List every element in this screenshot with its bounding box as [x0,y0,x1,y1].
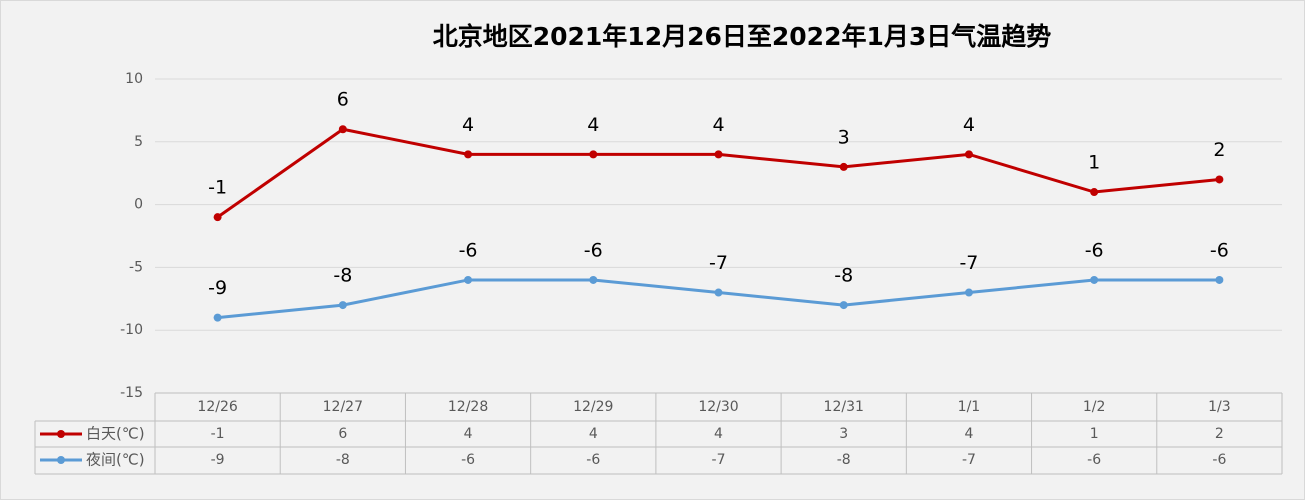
data-label: 4 [963,114,975,136]
table-value: -6 [586,452,600,468]
point [589,275,598,284]
point [1215,175,1224,184]
y-tick-label: -5 [129,259,143,275]
data-label: -9 [208,277,227,299]
y-tick-label: 0 [134,197,143,213]
table-value: -8 [837,452,851,468]
x-tick-label: 1/1 [958,399,981,415]
data-label: -7 [959,252,978,274]
point [964,288,973,297]
data-label: -1 [208,177,227,199]
point [464,275,473,284]
legend-marker [57,456,65,464]
legend-marker [57,430,65,438]
data-label: 2 [1213,139,1225,161]
point [338,301,347,310]
table-value: 4 [964,426,973,442]
legend-label: 白天(℃) [86,425,145,443]
data-label: 3 [838,126,850,148]
point [589,150,598,159]
y-tick-label: -10 [120,322,143,338]
x-tick-label: 1/3 [1208,399,1231,415]
data-label: 4 [712,114,724,136]
y-tick-label: -15 [120,385,143,401]
x-tick-label: 12/30 [698,399,738,415]
point [338,125,347,134]
point [839,301,848,310]
point [964,150,973,159]
table-value: -6 [1212,452,1226,468]
y-tick-label: 5 [134,134,143,150]
data-label: -6 [1085,239,1104,261]
x-tick-label: 12/31 [824,399,864,415]
point [1215,275,1224,284]
point [1090,188,1099,197]
point [213,313,222,322]
x-tick-label: 1/2 [1083,399,1106,415]
data-label: -6 [1210,239,1229,261]
table-value: -8 [336,452,350,468]
point [714,150,723,159]
point [714,288,723,297]
table-value: 3 [839,426,848,442]
x-tick-label: 12/26 [197,399,237,415]
point [1090,275,1099,284]
data-label: -8 [834,265,853,287]
point [213,213,222,222]
table-value: 1 [1090,426,1099,442]
chart-title: 北京地区2021年12月26日至2022年1月3日气温趋势 [433,22,1052,51]
table-value: 6 [338,426,347,442]
table-value: 4 [714,426,723,442]
y-tick-label: 10 [125,71,143,87]
data-label: -7 [709,252,728,274]
legend-label: 夜间(℃) [86,451,145,469]
table-value: -7 [712,452,726,468]
data-label: -6 [459,239,478,261]
table-value: -6 [461,452,475,468]
data-label: 1 [1088,152,1100,174]
table-value: -6 [1087,452,1101,468]
point [464,150,473,159]
table-value: 2 [1215,426,1224,442]
data-label: 4 [587,114,599,136]
data-label: 6 [337,89,349,111]
table-value: 4 [589,426,598,442]
data-label: -8 [333,265,352,287]
point [839,162,848,171]
table-value: -1 [211,426,225,442]
x-tick-label: 12/29 [573,399,613,415]
x-tick-label: 12/28 [448,399,488,415]
table-value: -7 [962,452,976,468]
table-value: 4 [464,426,473,442]
x-tick-label: 12/27 [323,399,363,415]
table-value: -9 [211,452,225,468]
data-label: 4 [462,114,474,136]
data-label: -6 [584,239,603,261]
